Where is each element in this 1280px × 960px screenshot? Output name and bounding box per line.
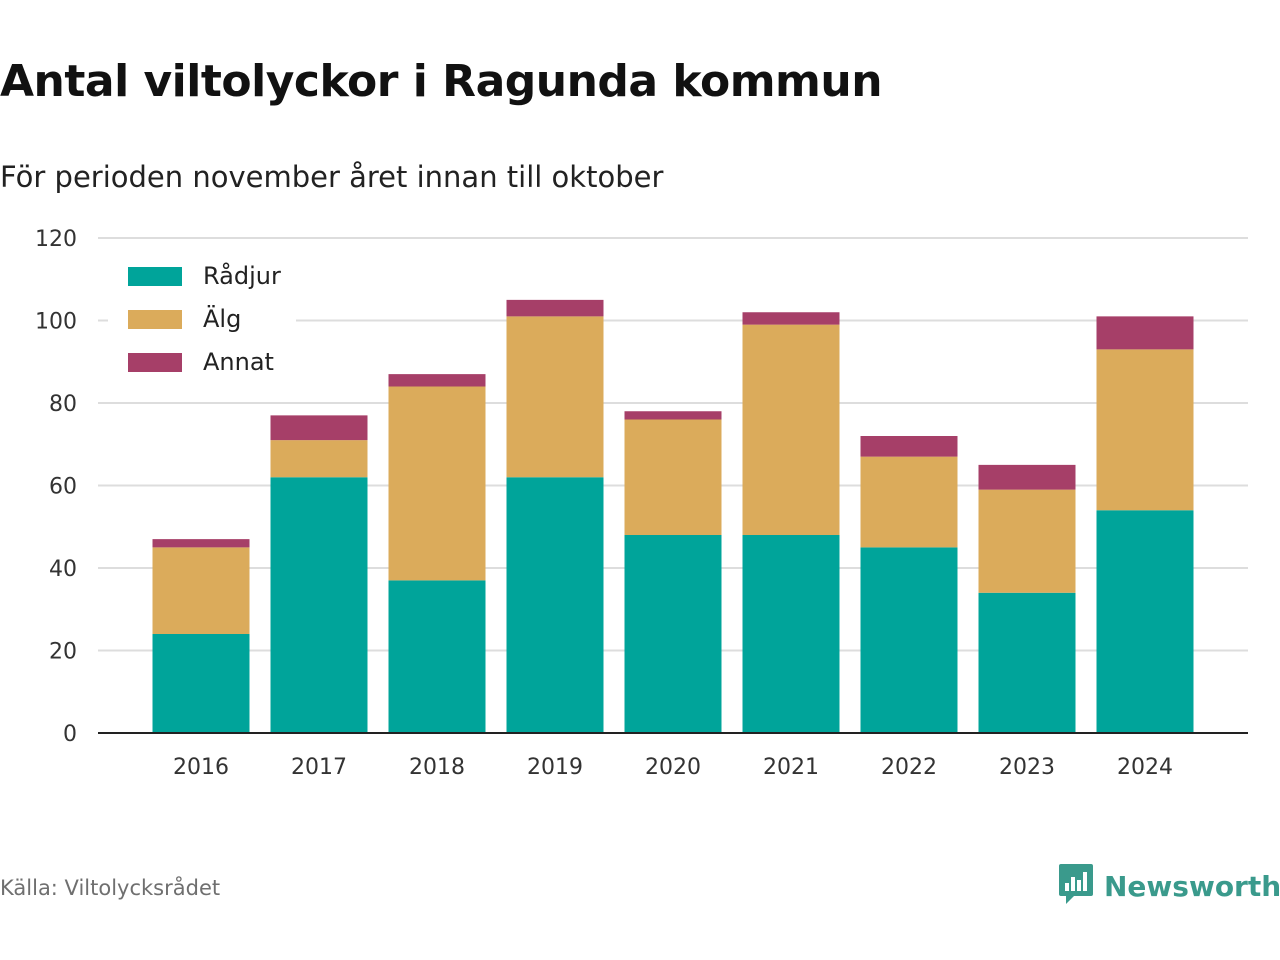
- legend-label: Annat: [203, 348, 274, 376]
- bar-segment: [152, 547, 250, 634]
- bar-segment: [1096, 316, 1194, 350]
- bar-segment: [152, 634, 250, 733]
- bar-segment: [624, 535, 722, 733]
- y-tick-label: 60: [49, 475, 77, 500]
- x-tick-label: 2023: [999, 755, 1055, 780]
- bar-segment: [978, 464, 1076, 490]
- y-tick-label: 0: [63, 722, 77, 747]
- bar-segment: [506, 299, 604, 317]
- bar-segment: [388, 580, 486, 733]
- brand-logo: Newsworthy: [1058, 862, 1280, 910]
- bar-segment: [506, 316, 604, 478]
- x-tick-label: 2020: [645, 755, 701, 780]
- bar-segment: [1096, 349, 1194, 511]
- y-tick-label: 40: [49, 557, 77, 582]
- y-tick-label: 100: [35, 310, 77, 335]
- legend-label: Älg: [203, 304, 241, 333]
- x-tick-label: 2021: [763, 755, 819, 780]
- legend-swatch: [128, 353, 182, 372]
- bar-segment: [742, 312, 840, 325]
- stacked-bar-chart: 0 20 40 60 80 100 120 2016 2017 2018 2019 2020 2021 2…: [35, 227, 1248, 780]
- legend-swatch: [128, 310, 182, 329]
- x-tick-label: 2019: [527, 755, 583, 780]
- bar-segment: [978, 592, 1076, 733]
- legend-swatch: [128, 267, 182, 286]
- bar-segment: [624, 419, 722, 535]
- bar-segment: [270, 477, 368, 733]
- bar-segment: [860, 456, 958, 548]
- bar-segment: [152, 539, 250, 548]
- bar-segment: [1096, 510, 1194, 733]
- chart-subtitle: För perioden november året innan till ok…: [0, 160, 664, 194]
- x-tick-label: 2017: [291, 755, 347, 780]
- bar-segment: [978, 489, 1076, 593]
- bars: [152, 299, 1194, 733]
- chart-title: Antal viltolyckor i Ragunda kommun: [0, 56, 883, 107]
- newsworthy-logo-icon: [1058, 862, 1094, 910]
- legend-label: Rådjur: [203, 261, 281, 290]
- x-tick-label: 2022: [881, 755, 937, 780]
- source-note: Källa: Viltolycksrådet: [0, 876, 221, 900]
- bar-segment: [860, 436, 958, 457]
- axes: 0 20 40 60 80 100 120 2016 2017 2018 2019 2020 2021 2…: [35, 227, 1248, 780]
- bar-segment: [506, 477, 604, 733]
- bar-segment: [388, 386, 486, 581]
- x-tick-label: 2024: [1117, 755, 1173, 780]
- bar-segment: [388, 374, 486, 387]
- y-tick-label: 80: [49, 392, 77, 417]
- bar-segment: [742, 324, 840, 535]
- x-tick-label: 2018: [409, 755, 465, 780]
- y-tick-label: 120: [35, 227, 77, 252]
- brand-name: Newsworthy: [1104, 869, 1280, 903]
- y-tick-label: 20: [49, 640, 77, 665]
- x-tick-label: 2016: [173, 755, 229, 780]
- bar-segment: [270, 415, 368, 441]
- legend: Rådjur Älg Annat: [108, 252, 296, 386]
- bar-segment: [624, 411, 722, 420]
- bar-segment: [860, 547, 958, 733]
- bar-segment: [742, 535, 840, 733]
- bar-segment: [270, 440, 368, 478]
